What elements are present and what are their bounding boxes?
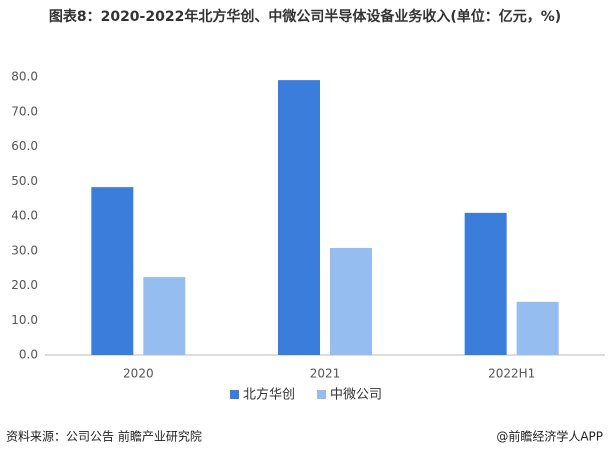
- y-tick-label: 30.0: [11, 243, 38, 257]
- bar: [464, 212, 507, 355]
- bar: [143, 277, 186, 355]
- y-tick-label: 20.0: [11, 278, 38, 292]
- x-tick-label: 2022H1: [488, 367, 535, 381]
- bar: [330, 247, 372, 355]
- bar: [278, 80, 320, 355]
- y-tick-label: 80.0: [11, 70, 38, 84]
- source: 资料来源：公司公告 前瞻产业研究院: [6, 429, 202, 444]
- y-tick-label: 50.0: [11, 174, 38, 188]
- y-tick-label: 10.0: [11, 313, 38, 327]
- bar: [516, 301, 559, 355]
- x-tick-label: 2020: [123, 367, 154, 381]
- chart-title: 图表8：2020-2022年北方华创、中微公司半导体设备业务收入(单位：亿元，%…: [48, 9, 562, 25]
- legend-label: 北方华创: [243, 387, 295, 403]
- x-tick-label: 2021: [310, 367, 341, 381]
- y-tick-label: 60.0: [11, 139, 38, 153]
- legend-label: 中微公司: [330, 388, 382, 403]
- legend-swatch: [230, 390, 239, 399]
- y-tick-label: 40.0: [11, 209, 38, 223]
- bar: [91, 187, 134, 355]
- y-tick-label: 0.0: [19, 348, 38, 362]
- y-tick-label: 70.0: [11, 104, 38, 118]
- credit: @前瞻经济学人APP: [496, 429, 603, 444]
- legend-swatch: [317, 390, 327, 399]
